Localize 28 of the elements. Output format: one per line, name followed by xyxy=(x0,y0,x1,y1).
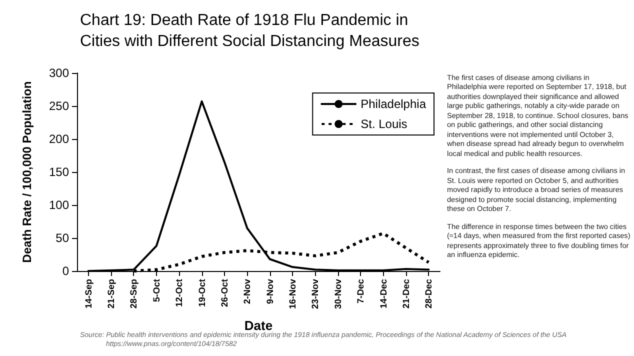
x-tick-label: 21-Dec xyxy=(400,279,411,309)
x-tick-label: 28-Dec xyxy=(424,279,434,309)
x-tick-label: 7-Dec xyxy=(356,279,366,304)
y-tick-label: 150 xyxy=(48,165,70,179)
x-tick-label: 21-Sep xyxy=(106,278,116,309)
x-tick-label: 2-Nov xyxy=(242,279,252,304)
y-axis-title: Death Rate / 100,000 Population xyxy=(20,81,34,263)
x-tick-label: 14-Dec xyxy=(378,279,388,309)
x-tick-label: 16-Nov xyxy=(288,279,298,310)
x-tick-label: 9-Nov xyxy=(264,279,275,304)
x-tick-label: 30-Nov xyxy=(332,279,343,310)
x-axis-title: Date xyxy=(244,318,273,333)
x-tick-label: 19-Oct xyxy=(196,279,207,308)
x-tick-label: 26-Oct xyxy=(219,279,230,308)
x-tick-label: 14-Sep xyxy=(83,278,94,309)
y-tick-label: 250 xyxy=(48,99,70,113)
y-tick-label: 0 xyxy=(62,264,70,278)
y-tick-label: 200 xyxy=(48,132,70,146)
x-tick-label: 23-Nov xyxy=(310,279,320,310)
chart-title: Chart 19: Death Rate of 1918 Flu Pandemic in Cities with Different Social Distancing Measures xyxy=(80,12,420,50)
legend-label: St. Louis xyxy=(360,117,408,131)
y-tick-label: 100 xyxy=(48,198,70,212)
x-tick-label: 12-Oct xyxy=(174,279,184,308)
y-tick-label: 300 xyxy=(48,66,70,80)
x-tick-label: 28-Sep xyxy=(128,278,139,309)
x-tick-label: 5-Oct xyxy=(151,279,162,302)
y-tick-label: 50 xyxy=(56,231,70,245)
legend-label: Philadelphia xyxy=(360,97,426,111)
